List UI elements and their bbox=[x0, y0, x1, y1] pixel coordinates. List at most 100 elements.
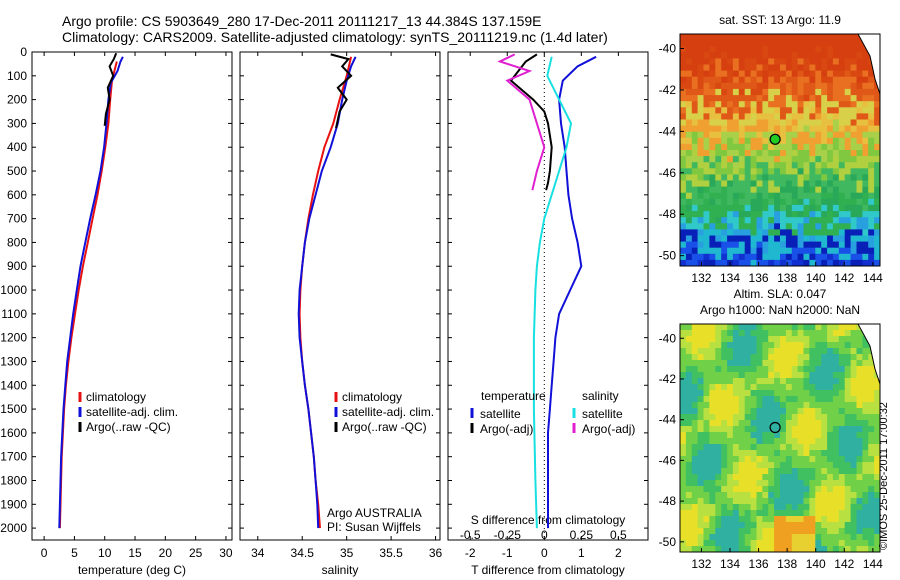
sla-cell bbox=[856, 486, 863, 493]
sla-cell bbox=[821, 546, 828, 553]
sla-cell bbox=[744, 540, 752, 547]
sla-cell bbox=[838, 462, 846, 469]
sst-cell bbox=[780, 119, 787, 127]
sla-cell bbox=[815, 324, 822, 331]
sla-cell bbox=[850, 420, 857, 427]
sla-cell bbox=[862, 498, 869, 505]
sst-cell bbox=[832, 76, 840, 84]
sla-cell bbox=[815, 342, 822, 349]
sst-cell bbox=[685, 211, 693, 218]
sst-cell bbox=[827, 113, 834, 120]
sla-cell bbox=[791, 366, 799, 373]
sst-cell bbox=[680, 70, 687, 78]
sla-cell bbox=[874, 528, 881, 535]
sst-cell bbox=[680, 52, 687, 59]
sla-cell bbox=[727, 408, 734, 415]
sla-cell bbox=[727, 528, 734, 535]
sst-cell bbox=[685, 180, 693, 188]
sst-cell bbox=[691, 229, 699, 236]
sst-cell bbox=[732, 70, 740, 78]
sst-cell bbox=[691, 223, 699, 230]
sla-cell bbox=[738, 528, 746, 535]
sst-cell bbox=[691, 247, 699, 255]
sst-cell bbox=[862, 113, 869, 120]
sst-cell bbox=[691, 198, 699, 206]
sst-cell bbox=[715, 82, 722, 90]
sst-cell bbox=[744, 217, 752, 224]
sst-cell bbox=[762, 156, 769, 163]
sla-cell bbox=[685, 426, 693, 433]
sla-cell bbox=[868, 540, 875, 547]
sst-cell bbox=[727, 211, 734, 218]
sst-cell bbox=[803, 211, 810, 218]
sla-cell bbox=[721, 462, 728, 469]
sst-cell bbox=[732, 64, 740, 72]
sla-cell bbox=[768, 384, 775, 391]
sla-cell bbox=[868, 480, 875, 487]
sla-cell bbox=[809, 408, 816, 415]
sla-cell bbox=[738, 510, 746, 517]
sla-cell bbox=[780, 402, 787, 409]
sla-cell bbox=[832, 492, 840, 499]
sst-cell bbox=[721, 229, 728, 236]
sla-cell bbox=[785, 528, 793, 535]
sla-cell bbox=[797, 354, 804, 361]
sla-cell bbox=[744, 498, 752, 505]
sst-cell bbox=[856, 247, 863, 255]
sst-cell bbox=[703, 259, 710, 267]
sla-cell bbox=[815, 474, 822, 481]
sst-cell bbox=[774, 217, 781, 224]
sst-cell bbox=[838, 46, 846, 53]
sla-cell bbox=[856, 402, 863, 409]
sst-cell bbox=[703, 253, 710, 261]
sst-cell bbox=[780, 88, 787, 96]
sla-cell bbox=[821, 534, 828, 541]
sla-cell bbox=[715, 456, 722, 463]
sst-cell bbox=[738, 64, 746, 72]
sla-cell bbox=[721, 510, 728, 517]
sla-cell bbox=[780, 432, 787, 439]
sst-cell bbox=[844, 107, 852, 114]
sst-cell bbox=[703, 131, 710, 139]
sla-cell bbox=[685, 522, 693, 529]
sla-cell bbox=[727, 402, 734, 409]
sla-cell bbox=[697, 348, 704, 355]
sst-cell bbox=[821, 259, 828, 267]
sst-cell bbox=[738, 235, 746, 243]
sst-cell bbox=[685, 143, 693, 151]
sla-cell bbox=[809, 324, 816, 331]
sla-cell bbox=[709, 522, 716, 529]
sst-cell bbox=[732, 76, 740, 84]
sla-cell bbox=[697, 474, 704, 481]
sst-cell bbox=[774, 259, 781, 267]
sla-cell bbox=[856, 498, 863, 505]
sst-cell bbox=[774, 88, 781, 96]
sla-cell bbox=[832, 486, 840, 493]
sst-cell bbox=[756, 95, 763, 102]
sla-cell bbox=[821, 336, 828, 343]
sla-cell bbox=[762, 384, 769, 391]
sla-cell bbox=[680, 366, 687, 373]
sla-cell bbox=[874, 498, 881, 505]
sla-cell bbox=[844, 336, 852, 343]
sla-cell bbox=[727, 540, 734, 547]
sla-cell bbox=[680, 432, 687, 439]
sst-cell bbox=[785, 192, 793, 200]
sst-cell bbox=[774, 76, 781, 84]
sst-cell bbox=[709, 229, 716, 236]
sla-cell bbox=[709, 468, 716, 475]
sst-cell bbox=[797, 125, 804, 133]
sst-cell bbox=[768, 162, 775, 169]
sst-cell bbox=[832, 168, 840, 175]
sst-cell bbox=[744, 253, 752, 261]
sst-cell bbox=[844, 241, 852, 249]
sla-cell bbox=[797, 480, 804, 487]
sst-cell bbox=[691, 156, 699, 163]
sla-cell bbox=[780, 456, 787, 463]
sst-cell bbox=[738, 186, 746, 194]
sst-cell bbox=[727, 101, 734, 108]
sla-cell bbox=[832, 474, 840, 481]
sla-cell bbox=[738, 402, 746, 409]
sst-cell bbox=[874, 253, 881, 261]
sla-cell bbox=[744, 474, 752, 481]
